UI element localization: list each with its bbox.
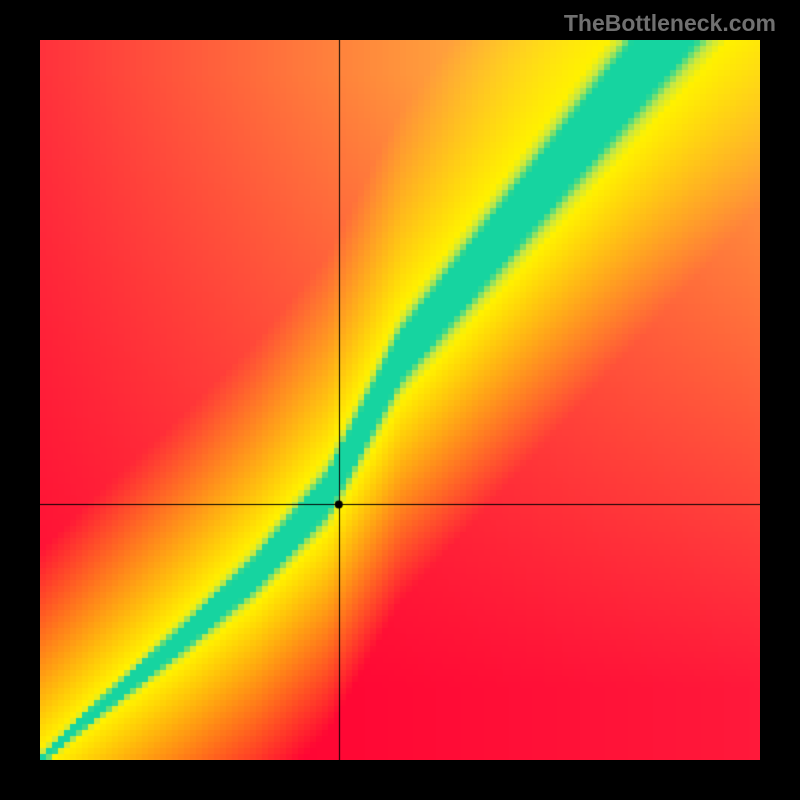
watermark-text: TheBottleneck.com — [564, 10, 776, 37]
heatmap-canvas — [40, 40, 760, 760]
heatmap-plot — [40, 40, 760, 760]
chart-frame: TheBottleneck.com — [0, 0, 800, 800]
